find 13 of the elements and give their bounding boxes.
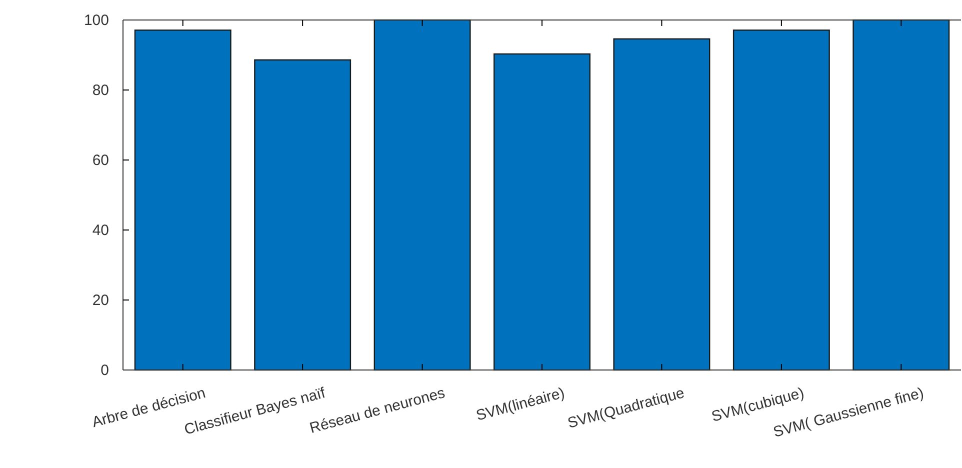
y-tick-label: 100 (84, 12, 109, 29)
bar (134, 30, 232, 371)
y-tick-label: 0 (100, 362, 109, 379)
bar (254, 59, 352, 371)
y-tick-label: 60 (92, 152, 109, 169)
bar (374, 19, 471, 371)
bar (494, 53, 590, 371)
y-tick-label: 40 (92, 222, 109, 239)
y-tick-label: 20 (92, 292, 109, 309)
bar (732, 30, 830, 371)
bar (613, 38, 710, 371)
bar (852, 19, 950, 371)
y-tick-label: 80 (92, 82, 109, 99)
